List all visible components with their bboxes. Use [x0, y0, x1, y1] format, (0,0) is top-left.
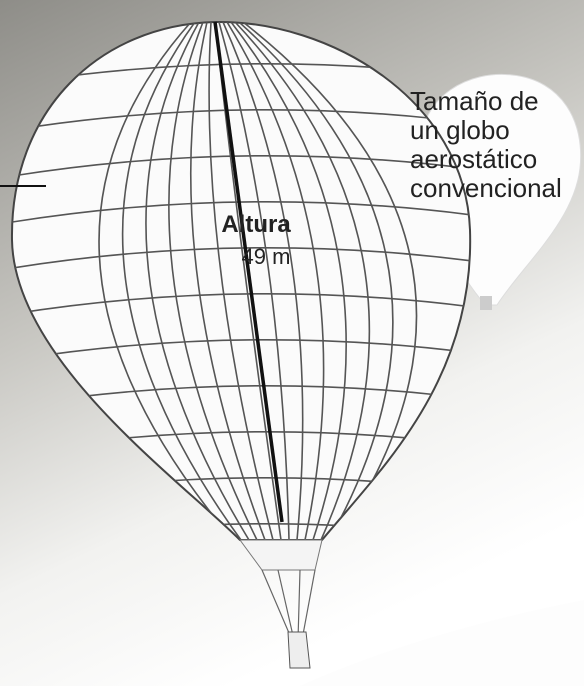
meridian [98, 21, 234, 540]
meridian [242, 21, 418, 540]
meridian [234, 21, 371, 540]
comparison-line: convencional [410, 173, 562, 203]
meridian [218, 21, 290, 540]
ropes [261, 569, 316, 641]
meridian [238, 21, 394, 540]
meridian [208, 21, 274, 540]
parallel [11, 338, 471, 363]
small-basket [480, 296, 492, 310]
meridian [230, 21, 347, 540]
meridian [168, 21, 258, 540]
basket [287, 631, 311, 669]
comparison-line: Tamaño de [410, 86, 539, 116]
height-value: 49 m [242, 244, 291, 269]
comparison-line: un globo [410, 115, 510, 145]
meridian [121, 21, 242, 540]
height-line [213, 21, 284, 523]
meridian [189, 21, 266, 540]
parallel [11, 292, 471, 317]
parallel [11, 108, 471, 133]
parallel [11, 154, 471, 179]
meridian [145, 21, 250, 540]
meridian [222, 21, 304, 540]
meridian [226, 21, 325, 540]
height-title: Altura [221, 211, 291, 238]
comparison-line: aerostático [410, 144, 537, 174]
parallel [11, 246, 471, 271]
cloud [300, 600, 584, 686]
